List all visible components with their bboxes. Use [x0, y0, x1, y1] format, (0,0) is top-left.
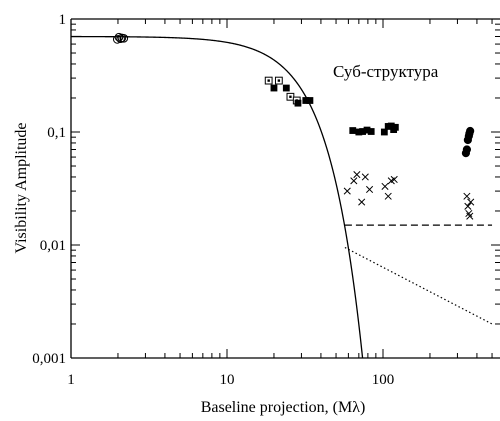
plot-frame [70, 18, 500, 359]
cross-point [463, 192, 471, 200]
cross-point [358, 198, 366, 206]
filled-square-point [349, 127, 357, 134]
filled-circle-point [466, 126, 475, 136]
filled-square-point [355, 128, 363, 136]
x-tick-label: 1 [67, 372, 75, 388]
cross-stroke [463, 192, 471, 200]
filled-square-point [282, 84, 290, 92]
open-circle-point [119, 33, 129, 43]
filled-square-point [359, 128, 367, 135]
cross-point [390, 175, 398, 184]
filled-square-point [270, 84, 278, 92]
cross-stroke [381, 182, 389, 190]
cross-stroke [466, 212, 474, 220]
filled-square-point [380, 128, 388, 136]
open-square-point [286, 92, 295, 101]
cross-point [466, 212, 474, 220]
cross-stroke [464, 202, 472, 210]
y-tick-label: 1 [59, 12, 67, 28]
axis-ticks [70, 18, 500, 359]
cross-stroke [384, 192, 392, 200]
open-square-point [274, 76, 283, 85]
cross-stroke [366, 185, 374, 194]
cross-point [366, 185, 374, 194]
y-tick-label: 0,1 [47, 125, 66, 141]
filled-circle-point [462, 145, 471, 154]
cross-point [350, 177, 358, 185]
filled-square-point [306, 97, 314, 104]
filled-square-point [387, 122, 395, 130]
open-square-point [264, 76, 273, 85]
cross-stroke [350, 177, 358, 185]
filled-square-point [302, 97, 310, 104]
cross-point [353, 171, 361, 179]
y-axis-title: Visibility Amplitude [13, 122, 30, 253]
cross-point [381, 182, 389, 190]
cross-stroke [343, 187, 351, 195]
open-circle-point [116, 34, 125, 43]
open-circle-point [112, 35, 122, 44]
cross-point [384, 192, 392, 200]
cross-stroke [358, 198, 366, 206]
x-tick-label: 100 [372, 372, 395, 388]
cross-point [464, 202, 472, 210]
cross-stroke [465, 209, 473, 218]
cross-stroke [467, 198, 475, 206]
open-square-dot [267, 79, 270, 82]
open-square-dot [289, 95, 292, 98]
cross-point [361, 173, 369, 181]
cross-stroke [361, 173, 369, 181]
filled-square-point [391, 123, 399, 131]
filled-square-point [294, 99, 302, 107]
data-markers [112, 32, 475, 220]
model-curve [71, 35, 364, 358]
filled-square-point [363, 126, 371, 134]
reference-lines [344, 224, 493, 325]
y-tick-label: 0,01 [40, 238, 66, 254]
cross-stroke [390, 175, 398, 184]
cross-point [467, 198, 475, 206]
tick-labels: 1 10 100 1 0,1 0,01 0,001 [32, 12, 394, 388]
filled-square-point [367, 128, 375, 135]
annotation-substructure: Суб-структура [333, 62, 439, 81]
x-axis-title: Baseline projection, (Mλ) [201, 399, 366, 416]
x-tick-label: 10 [220, 372, 235, 388]
cross-point [343, 187, 351, 195]
cross-stroke [353, 171, 361, 179]
dotted-line [344, 246, 493, 325]
open-square-dot [277, 79, 281, 82]
y-tick-label: 0,001 [32, 351, 66, 367]
